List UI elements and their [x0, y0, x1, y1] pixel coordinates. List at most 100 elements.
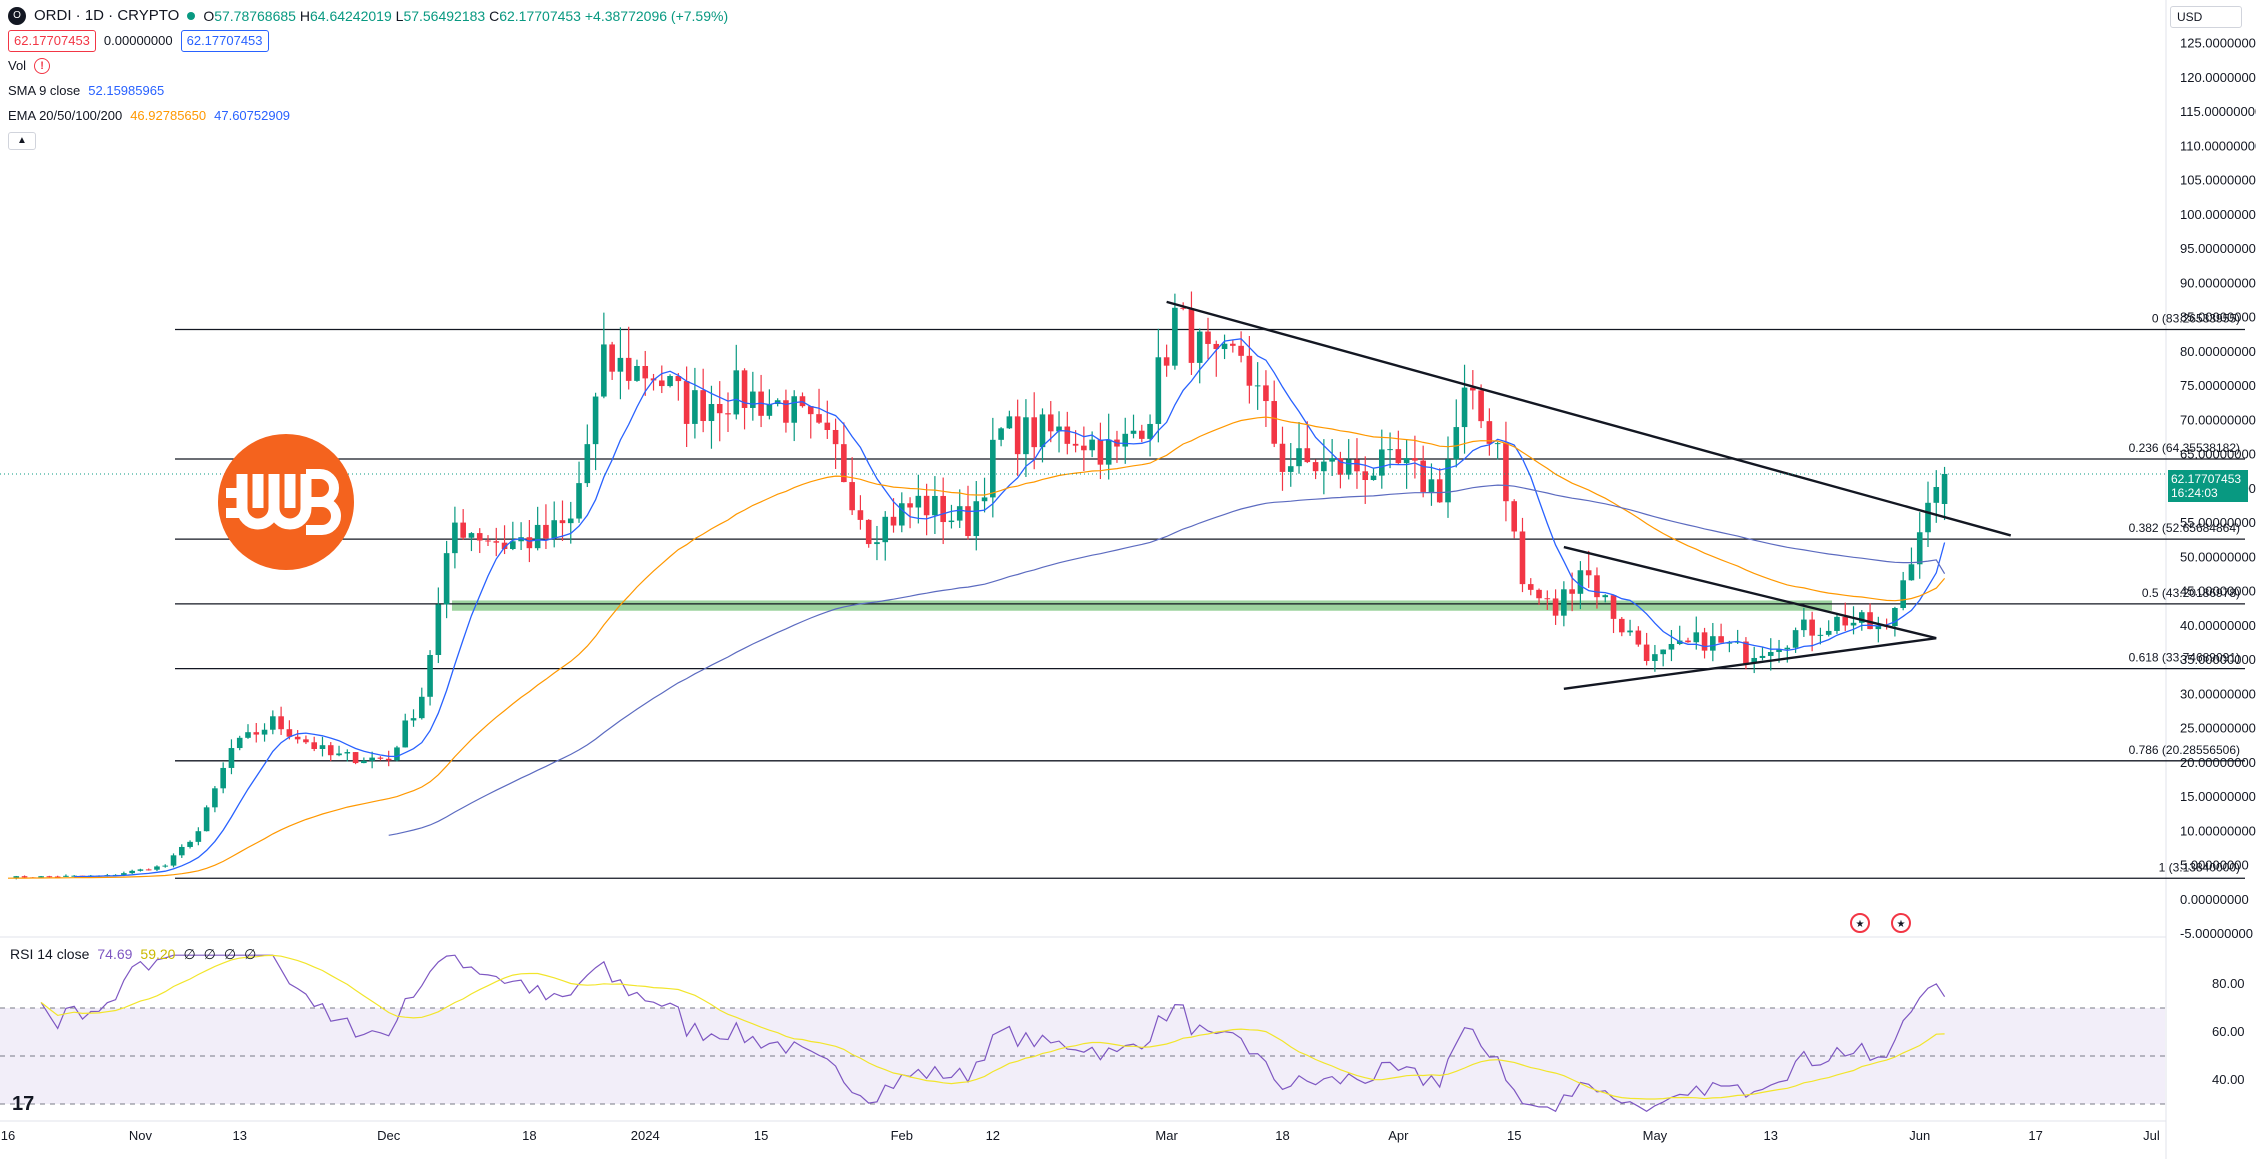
support-zone	[452, 600, 1832, 611]
sell-button[interactable]: 62.17707453	[8, 30, 96, 52]
us-flag-icon[interactable]: ★	[1891, 913, 1911, 933]
candle-body	[675, 376, 682, 382]
ema-label: EMA 20/50/100/200	[8, 108, 123, 123]
candle-body	[1138, 430, 1145, 439]
symbol-title[interactable]: ORDI · 1D · CRYPTO	[34, 7, 180, 24]
candle-body	[990, 439, 996, 498]
candle-body	[1561, 589, 1567, 616]
y-tick-label: 35.00000000	[2180, 652, 2256, 667]
candle-body	[948, 520, 955, 523]
candle-body	[63, 875, 69, 877]
ema-indicator-row[interactable]: EMA 20/50/100/200 46.92785650 47.6075290…	[8, 106, 728, 126]
candle-body	[1279, 443, 1286, 472]
candle-body	[369, 757, 375, 761]
candle-body	[501, 542, 508, 550]
candle-body	[394, 747, 400, 761]
candle-body	[377, 757, 384, 759]
candle-body	[1602, 595, 1609, 598]
candle-body	[1660, 649, 1666, 655]
candle-body	[435, 604, 442, 655]
candle-body	[1834, 616, 1840, 631]
candle-body	[1916, 532, 1923, 565]
countdown-timer: 16:24:03	[2171, 486, 2218, 500]
candle-body	[410, 718, 417, 721]
candle-body	[485, 540, 491, 542]
vol-label: Vol	[8, 58, 27, 73]
candle-body	[1908, 564, 1915, 581]
y-tick-label: -5.00000000	[2180, 926, 2253, 941]
candle-body	[1321, 461, 1327, 472]
symbol-logo-icon: O	[8, 7, 26, 25]
fib-level-label: 0.382 (52.65684864)	[2129, 521, 2240, 535]
candle-body	[750, 391, 756, 408]
x-tick-label: Mar	[1155, 1128, 1178, 1143]
x-tick-label: 18	[1275, 1128, 1289, 1143]
candle-body	[1097, 439, 1104, 465]
candle-body	[816, 414, 822, 423]
fib-level-label: 0.5 (43.20186978)	[2142, 586, 2240, 600]
candle-body	[1453, 427, 1460, 460]
candle-body	[741, 370, 748, 408]
x-tick-label: May	[1643, 1128, 1668, 1143]
candle-body	[1585, 570, 1592, 576]
rsi-tick-label: 80.00	[2212, 976, 2245, 991]
buy-button[interactable]: 62.17707453	[180, 30, 269, 52]
candle-body	[1710, 636, 1716, 651]
y-tick-label: 75.00000000	[2180, 378, 2256, 393]
chevron-up-icon[interactable]: ▲	[8, 132, 36, 150]
candle-body	[1312, 462, 1319, 472]
candle-body	[253, 732, 260, 735]
x-tick-label: Jun	[1909, 1128, 1930, 1143]
candle-body	[534, 524, 541, 549]
x-tick-label: Nov	[129, 1128, 153, 1143]
vol-indicator-row[interactable]: Vol !	[8, 56, 728, 76]
candle-body	[1047, 414, 1054, 432]
rsi-ma-value: 59.20	[140, 946, 176, 962]
candle-body	[1345, 459, 1352, 475]
candle-body	[857, 510, 864, 520]
fib-level-label: 0.236 (64.35538182)	[2129, 441, 2240, 455]
candle-body	[700, 390, 706, 422]
candle-body	[658, 380, 665, 387]
candle-body	[121, 873, 127, 875]
rsi-legend[interactable]: RSI 14 close 74.69 59.20 ∅ ∅ ∅ ∅	[10, 946, 256, 963]
y-tick-label: 40.00000000	[2180, 618, 2256, 633]
candle-body	[1767, 651, 1774, 656]
rsi-extra-1: ∅	[183, 946, 196, 962]
trendline	[1563, 636, 1937, 691]
x-tick-label: 16	[1, 1128, 15, 1143]
y-tick-label: 55.00000000	[2180, 515, 2256, 530]
y-tick-label: 45.00000000	[2180, 584, 2256, 599]
currency-selector[interactable]: USD	[2170, 6, 2242, 28]
candle-body	[1668, 643, 1675, 650]
candle-body	[1850, 622, 1857, 626]
candle-body	[1188, 308, 1195, 363]
x-tick-label: 2024	[631, 1128, 660, 1143]
candle-body	[510, 541, 516, 550]
candle-body	[1817, 634, 1824, 636]
candle-body	[1271, 401, 1278, 444]
market-open-icon	[187, 12, 196, 20]
us-flag-icon[interactable]: ★	[1850, 913, 1870, 933]
candle-body	[1370, 475, 1377, 481]
candle-body	[1718, 636, 1724, 643]
candle-body	[303, 739, 309, 743]
candle-body	[1701, 632, 1708, 651]
candle-body	[1825, 630, 1832, 635]
candle-body	[1031, 417, 1038, 448]
candle-body	[1081, 445, 1087, 451]
candle-body	[21, 876, 28, 878]
candle-body	[1246, 355, 1253, 386]
sma-indicator-row[interactable]: SMA 9 close 52.15985965	[8, 81, 728, 101]
y-tick-label: 0.00000000	[2180, 892, 2249, 907]
x-tick-label: 12	[986, 1128, 1000, 1143]
fib-level-label: 0.618 (33.74689091)	[2129, 651, 2240, 665]
x-tick-label: Apr	[1388, 1128, 1409, 1143]
candle-body	[898, 503, 905, 526]
y-tick-label: 95.00000000	[2180, 241, 2256, 256]
warning-icon[interactable]: !	[34, 58, 51, 74]
candle-body	[1726, 642, 1733, 644]
tradingview-logo-icon[interactable]: 17	[12, 1093, 35, 1115]
candle-body	[1354, 459, 1360, 472]
